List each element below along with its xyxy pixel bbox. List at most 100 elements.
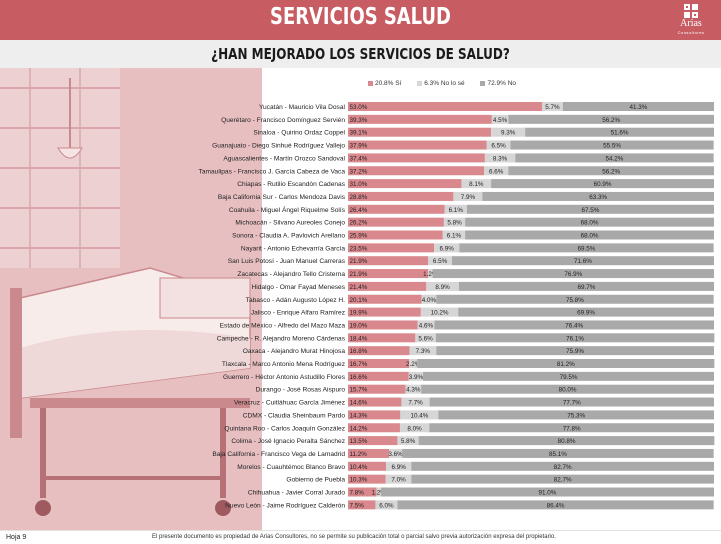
category-label: Nuevo León - Jaime Rodríguez Calderón: [225, 502, 345, 509]
data-label-no-lo-se: 6.9%: [439, 245, 454, 252]
data-label-si: 15.7%: [350, 387, 368, 394]
data-label-no: 75.9%: [566, 348, 584, 355]
data-label-no-lo-se: 3.6%: [388, 451, 403, 458]
category-label: Gobierno de Puebla: [286, 477, 345, 484]
bar-no: [423, 371, 714, 381]
data-label-si: 28.8%: [350, 194, 368, 201]
bar-si: [348, 448, 389, 458]
bar-no: [432, 269, 714, 279]
bar-no: [482, 191, 714, 201]
data-label-no: 60.9%: [594, 181, 612, 188]
data-label-no-lo-se: 4.6%: [419, 322, 434, 329]
bar-si: [348, 294, 422, 304]
bar-no-lo-se: [415, 333, 436, 343]
data-label-no-lo-se: 10.4%: [410, 412, 428, 419]
category-label: Hidalgo - Omar Fayad Meneses: [252, 284, 346, 291]
data-label-si: 31.0%: [350, 181, 368, 188]
bar-si: [348, 500, 376, 510]
bar-no-lo-se: [486, 140, 511, 150]
data-label-no: 68.0%: [581, 220, 599, 227]
bar-no: [429, 397, 714, 407]
category-label: Tlaxcala - Marco Antonio Mena Rodríguez: [222, 361, 345, 368]
logo-text: Arias: [680, 18, 702, 29]
bar-no-lo-se: [408, 371, 424, 381]
bar-no-lo-se: [417, 320, 435, 330]
data-label-no-lo-se: 9.3%: [501, 130, 516, 137]
bar-no-lo-se: [397, 436, 419, 446]
bar-si: [348, 436, 398, 446]
bar-no: [380, 487, 714, 497]
bar-no: [411, 461, 714, 471]
data-label-no-lo-se: 5.8%: [401, 438, 416, 445]
data-label-no-lo-se: 7.7%: [408, 400, 423, 407]
bar-no-lo-se: [491, 114, 509, 124]
data-label-no-lo-se: 7.9%: [461, 194, 476, 201]
data-label-no: 56.2%: [602, 117, 620, 124]
data-label-no-lo-se: 7.3%: [416, 348, 431, 355]
bar-no-lo-se: [428, 269, 433, 279]
legend-swatch-no: [480, 80, 486, 86]
bar-no-lo-se: [428, 256, 452, 266]
category-label: Veracruz - Cuitláhuac García Jiménez: [234, 400, 345, 407]
data-label-si: 16.7%: [350, 361, 368, 368]
data-label-no-lo-se: 3.9%: [409, 374, 424, 381]
bar-no-lo-se: [409, 346, 437, 356]
data-label-no: 56.2%: [602, 168, 620, 175]
bar-no-lo-se: [405, 384, 422, 394]
data-label-no: 51.6%: [611, 130, 629, 137]
data-label-no: 82.7%: [554, 464, 572, 471]
bar-no-lo-se: [484, 166, 509, 176]
bar-si: [348, 269, 429, 279]
category-label: Guanajuato - Diego Sinhué Rodríguez Vall…: [212, 143, 345, 150]
category-label: Querétaro - Francisco Domínguez Servién: [221, 117, 345, 124]
data-label-si: 21.4%: [350, 284, 368, 291]
page-number: Hoja 9: [6, 534, 27, 541]
data-label-si: 26.2%: [350, 220, 368, 227]
bar-no-lo-se: [420, 307, 459, 317]
legend-label-si: 20.8% Sí: [375, 80, 402, 87]
legend-item-no-lo-se: 6.3% No lo sé: [417, 80, 465, 87]
logo-cross-icon: [684, 4, 698, 18]
bar-no: [421, 384, 714, 394]
bar-no: [466, 204, 714, 214]
category-label: Yucatán - Mauricio Vila Dosal: [259, 104, 346, 111]
category-label: Guerrero - Héctor Antonio Astudillo Flor…: [223, 374, 346, 381]
hospital-bed-illustration: [0, 68, 262, 530]
bar-si: [348, 371, 409, 381]
legend-label-no: 72.9% No: [487, 80, 517, 87]
category-label: Chiapas - Rutilio Escandón Cadenas: [237, 181, 345, 188]
data-label-si: 37.9%: [350, 143, 368, 150]
data-label-no-lo-se: 10.2%: [431, 310, 449, 317]
data-label-no-lo-se: 6.0%: [379, 502, 394, 509]
bar-no: [515, 153, 714, 163]
bar-no: [434, 320, 714, 330]
bar-no-lo-se: [376, 487, 381, 497]
data-label-no: 75.8%: [566, 297, 584, 304]
category-label: Tabasco - Adán Augusto López H.: [246, 297, 346, 304]
data-label-no-lo-se: 6.5%: [433, 258, 448, 265]
bar-no-lo-se: [385, 474, 412, 484]
bar-no-lo-se: [409, 359, 418, 368]
bar-no: [411, 474, 714, 484]
data-label-si: 10.3%: [350, 477, 368, 484]
data-label-si: 14.6%: [350, 400, 368, 407]
logo-subtext: Consultores: [677, 30, 705, 35]
category-label: Tamaulipas - Francisco J. García Cabeza …: [199, 168, 346, 175]
bar-si: [348, 204, 445, 214]
category-label: Jalisco - Enrique Alfaro Ramírez: [251, 310, 345, 317]
bar-si: [348, 384, 406, 394]
bar-no: [435, 333, 715, 343]
bar-no-lo-se: [484, 153, 516, 163]
data-label-no: 76.9%: [564, 271, 582, 278]
bar-no: [459, 243, 714, 253]
chart-legend: 20.8% Sí 6.3% No lo sé 72.9% No: [368, 80, 530, 87]
bar-no: [562, 102, 714, 111]
data-label-no: 79.5%: [560, 374, 578, 381]
data-label-no-lo-se: 1.2%: [372, 490, 387, 497]
data-label-si: 16.6%: [350, 374, 368, 381]
category-label: Coahuila - Miguel Ángel Riquelme Solís: [229, 205, 346, 214]
bar-no-lo-se: [461, 179, 492, 189]
bar-si: [348, 423, 400, 433]
data-label-no: 81.2%: [557, 361, 575, 368]
data-label-no-lo-se: 5.7%: [545, 104, 560, 111]
